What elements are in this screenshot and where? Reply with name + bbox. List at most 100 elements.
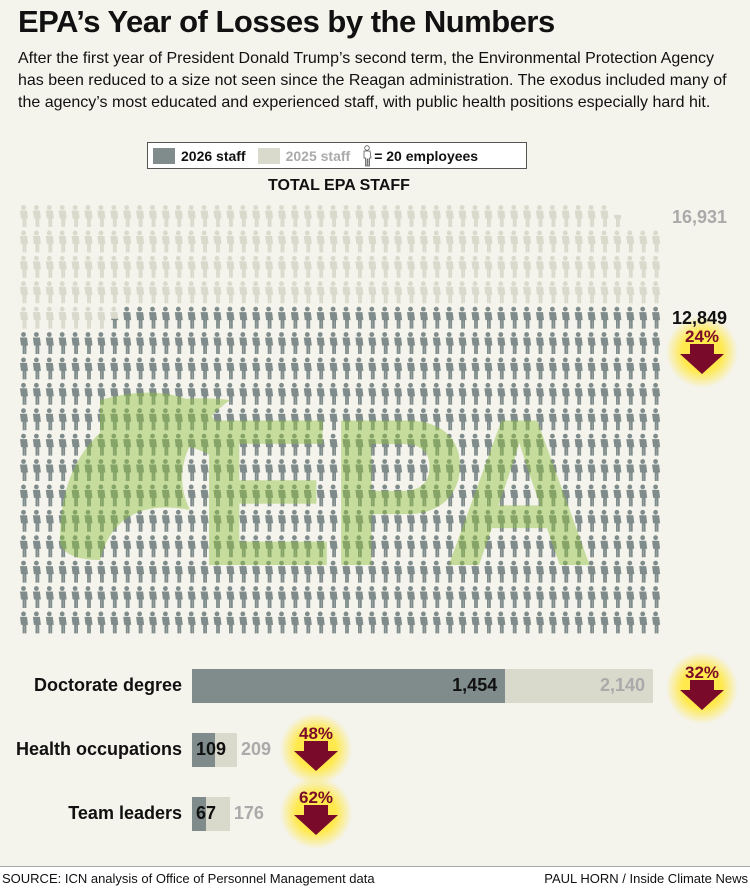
person-icon-2026	[471, 459, 480, 481]
person-icon-2026	[445, 408, 454, 431]
person-icon-2026	[639, 535, 648, 558]
person-icon-2025	[510, 205, 519, 227]
person-icon-2025	[32, 306, 41, 329]
person-icon-2026	[110, 382, 119, 405]
person-icon-2026	[149, 459, 157, 481]
person-icon-2026	[497, 306, 506, 329]
person-icon-2026	[200, 484, 209, 507]
person-icon-2025	[381, 281, 390, 304]
person-icon-2026	[329, 484, 338, 507]
person-icon-2026	[574, 357, 583, 380]
person-icon-2026	[600, 306, 609, 329]
person-icon-2026	[536, 382, 544, 405]
person-icon-2026	[458, 382, 467, 405]
person-icon-2026	[639, 357, 648, 380]
person-icon-2026	[213, 332, 222, 354]
person-icon-2026	[252, 611, 261, 634]
person-icon-2025	[20, 281, 28, 304]
person-icon-2025	[123, 281, 132, 304]
person-icon-2026	[497, 408, 506, 431]
person-icon-2025	[71, 205, 80, 227]
person-icon-2026	[265, 586, 274, 608]
person-icon-2026	[123, 332, 132, 354]
person-icon-2026	[368, 382, 377, 405]
person-icon-2026	[342, 382, 351, 405]
person-icon-2026	[45, 560, 54, 583]
person-icon-2025	[303, 281, 312, 304]
person-icon-2026	[239, 509, 248, 532]
person-icon-2025	[613, 255, 622, 278]
person-icon-2026	[445, 509, 454, 532]
down-arrow-icon	[294, 805, 338, 835]
person-icon-2025	[561, 281, 570, 304]
person-icon-2025	[136, 255, 145, 278]
person-icon-2025	[71, 306, 80, 329]
person-icon-2025	[419, 205, 428, 227]
person-icon-2026	[20, 382, 28, 405]
person-icon-2026	[71, 560, 80, 583]
person-icon-2026	[136, 586, 145, 608]
bar-category-label: Health occupations	[15, 739, 182, 759]
person-icon-2025	[265, 230, 274, 253]
person-icon-2025	[97, 306, 106, 329]
person-icon-2026	[458, 433, 467, 456]
person-icon-2026	[626, 306, 635, 329]
person-icon-2026	[149, 586, 157, 608]
person-icon-2025	[523, 281, 532, 304]
change-badge: 62%	[280, 777, 352, 849]
person-icon-2026	[329, 611, 338, 634]
person-icon-2026	[149, 484, 157, 507]
person-icon-2025	[626, 255, 635, 278]
person-icon-2026	[161, 332, 170, 354]
person-icon-2026	[45, 535, 54, 558]
person-icon-2026	[600, 382, 609, 405]
person-icon-2026	[200, 586, 209, 608]
person-icon-2026	[58, 611, 67, 634]
person-icon-2025	[510, 230, 519, 253]
person-icon-2026	[574, 509, 583, 532]
person-icon-2025	[600, 205, 609, 227]
person-icon-2026	[252, 408, 261, 431]
person-icon-2026	[548, 560, 557, 583]
person-icon-2025	[187, 205, 196, 227]
person-icon-2025	[32, 255, 41, 278]
person-icon-2026	[626, 484, 635, 507]
person-icon-2025	[536, 255, 544, 278]
person-icon-2026	[136, 509, 145, 532]
person-icon-2026	[394, 332, 403, 354]
person-icon-2026	[613, 306, 622, 329]
person-icon-2026	[200, 306, 209, 329]
person-icon-2026	[600, 535, 609, 558]
person-icon-2026	[471, 306, 480, 329]
person-icon-2026	[303, 433, 312, 456]
person-icon-2026	[303, 408, 312, 431]
person-icon-2026	[510, 560, 519, 583]
person-icon-2026	[458, 357, 467, 380]
person-icon-2026	[174, 560, 183, 583]
person-icon-2026	[471, 408, 480, 431]
person-icon-2025	[381, 230, 390, 253]
person-icon-2026	[355, 306, 364, 329]
person-icon-2026	[407, 509, 415, 532]
person-icon-2026	[97, 433, 106, 456]
bar-2026-value: 67	[196, 803, 217, 823]
person-icon-2026	[110, 509, 119, 532]
person-icon-2026	[84, 509, 93, 532]
person-icon-2025	[45, 306, 54, 329]
person-icon-2026	[226, 611, 235, 634]
person-icon-2026	[561, 382, 570, 405]
person-icon-2025	[187, 230, 196, 253]
person-icon-2025	[432, 255, 441, 278]
person-icon-2026	[97, 332, 106, 354]
person-icon-2026	[497, 357, 506, 380]
person-icon-2026	[58, 560, 67, 583]
person-icon-2026	[523, 611, 532, 634]
person-icon-2025	[123, 255, 132, 278]
person-icon-2026	[290, 382, 299, 405]
person-icon-2026	[226, 560, 235, 583]
person-icon-2026	[213, 586, 222, 608]
person-icon-2025	[613, 230, 622, 253]
person-icon-2026	[71, 535, 80, 558]
person-icon-2026	[613, 459, 622, 481]
person-icon-2026	[123, 357, 132, 380]
